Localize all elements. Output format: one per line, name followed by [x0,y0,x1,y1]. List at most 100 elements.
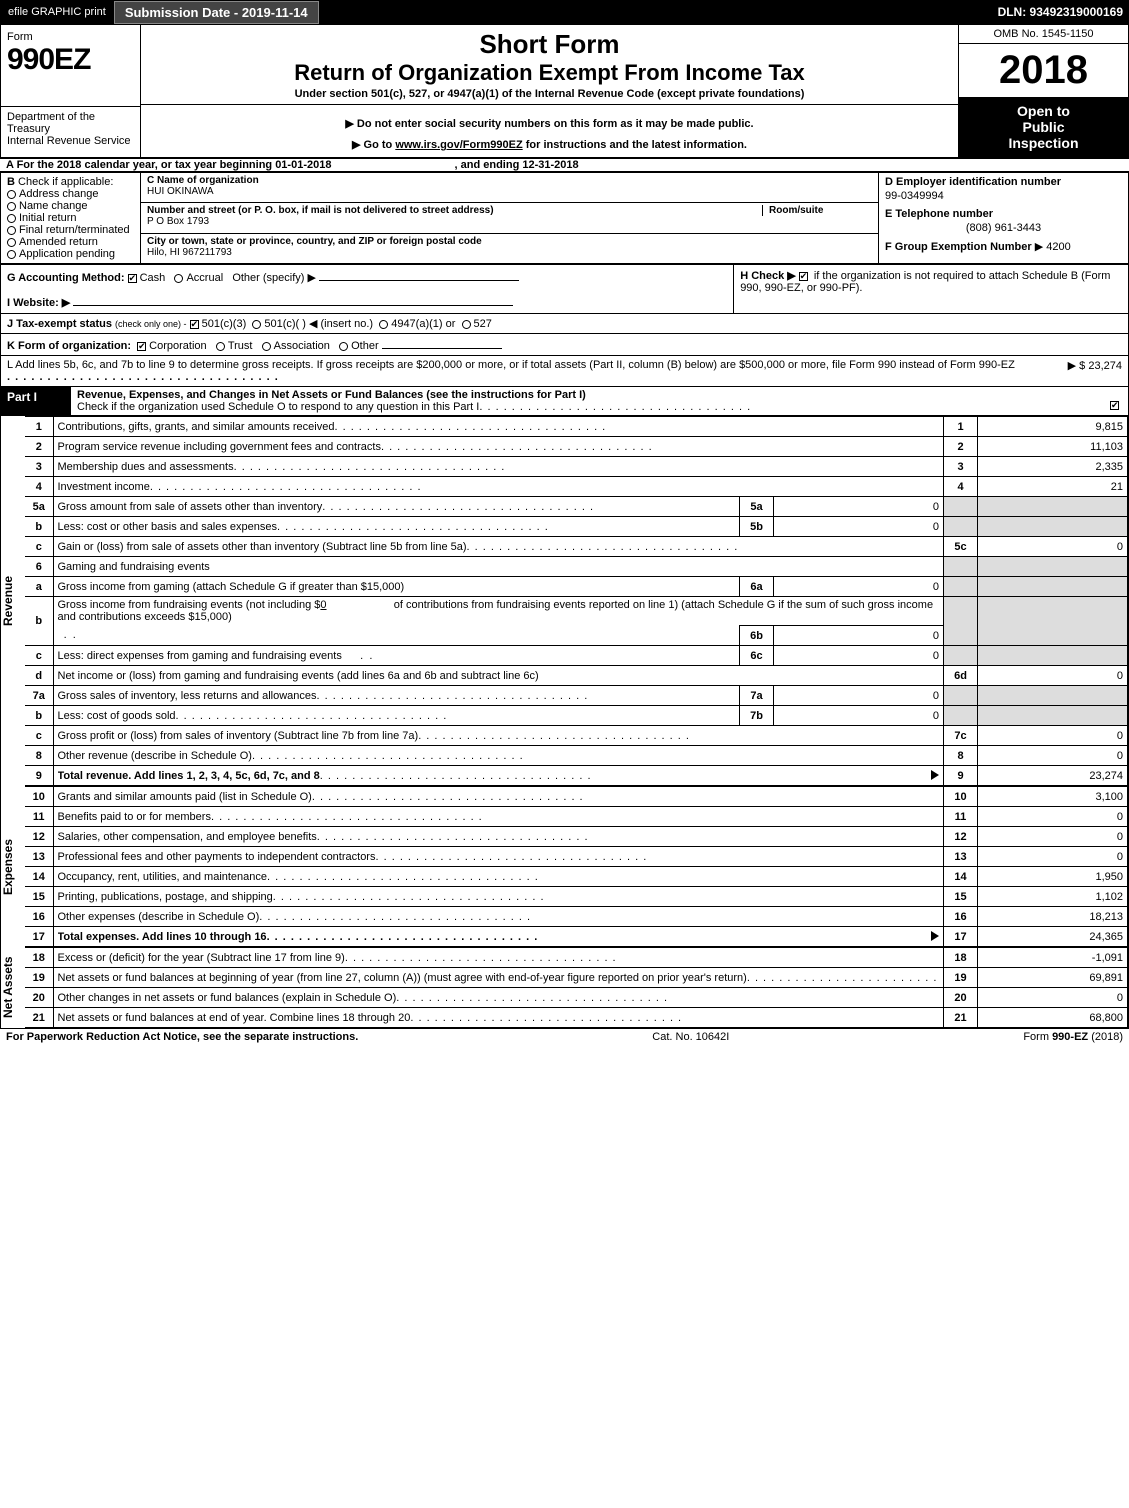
arrow-icon [931,770,939,780]
line19-val: 69,891 [978,968,1128,988]
line18-val: -1,091 [978,948,1128,968]
line9-val: 23,274 [978,766,1128,786]
return-title: Return of Organization Exempt From Incom… [149,60,950,86]
line6b-val: 0 [774,626,944,646]
footer-form: Form 990-EZ (2018) [1023,1031,1123,1043]
chk-other-org[interactable] [339,342,348,351]
footer: For Paperwork Reduction Act Notice, see … [0,1029,1129,1045]
chk-schedule-o[interactable] [1110,401,1119,410]
section-b: B Check if applicable: Address change Na… [1,173,141,264]
phone: (808) 961-3443 [885,222,1122,234]
chk-initial-return[interactable] [7,214,16,223]
notes-cell: ▶ Do not enter social security numbers o… [141,105,959,158]
line13-val: 0 [978,847,1128,867]
row-l: L Add lines 5b, 6c, and 7b to line 9 to … [0,356,1129,387]
chk-name-change[interactable] [7,202,16,211]
tax-year: 2018 [959,44,1128,97]
line10-val: 3,100 [978,787,1128,807]
chk-address-change[interactable] [7,190,16,199]
title-cell: Short Form Return of Organization Exempt… [141,25,959,105]
line15-val: 1,102 [978,887,1128,907]
top-bar: efile GRAPHIC print Submission Date - 20… [0,0,1129,24]
group-exemption: ▶ 4200 [1035,241,1071,253]
under-section: Under section 501(c), 527, or 4947(a)(1)… [149,88,950,100]
short-form-title: Short Form [149,29,950,60]
section-def: D Employer identification number 99-0349… [879,173,1129,264]
line5b-val: 0 [774,517,944,537]
note-instructions: ▶ Go to www.irs.gov/Form990EZ for instru… [149,138,950,151]
line6d-val: 0 [978,666,1128,686]
inspection-box: Open to Public Inspection [959,97,1128,157]
row-j: J Tax-exempt status (check only one) - 5… [0,314,1129,334]
line1-val: 9,815 [978,417,1128,437]
line6a-val: 0 [774,577,944,597]
line12-val: 0 [978,827,1128,847]
org-name-box: C Name of organization HUI OKINAWA [141,173,879,203]
form-number: 990EZ [7,43,134,77]
chk-final-return[interactable] [7,226,16,235]
chk-501c[interactable] [252,320,261,329]
chk-accrual[interactable] [174,274,183,283]
chk-527[interactable] [462,320,471,329]
form-number-cell: Form 990EZ [1,25,141,107]
line7b-val: 0 [774,706,944,726]
org-city-box: City or town, state or province, country… [141,233,879,263]
row-g: G Accounting Method: Cash Accrual Other … [1,265,734,314]
chk-corp[interactable] [137,342,146,351]
omb-number: OMB No. 1545-1150 [959,25,1128,44]
sidelabel-revenue: Revenue [1,416,25,786]
org-city: Hilo, HI 967211793 [147,247,872,258]
dept-treasury: Department of the Treasury [7,111,134,135]
line17-val: 24,365 [978,927,1128,947]
line6c-val: 0 [774,646,944,666]
line20-val: 0 [978,988,1128,1008]
footer-left: For Paperwork Reduction Act Notice, see … [6,1031,358,1043]
efile-label: efile GRAPHIC print [0,6,114,18]
line7a-val: 0 [774,686,944,706]
irs-link[interactable]: www.irs.gov/Form990EZ [395,139,522,151]
footer-cat: Cat. No. 10642I [652,1031,729,1043]
line5a-val: 0 [774,497,944,517]
line16-val: 18,213 [978,907,1128,927]
row-k: K Form of organization: Corporation Trus… [0,334,1129,356]
note-ssn: ▶ Do not enter social security numbers o… [149,117,950,130]
line7c-val: 0 [978,726,1128,746]
omb-cell: OMB No. 1545-1150 2018 Open to Public In… [959,25,1129,158]
sidelabel-expenses: Expenses [1,786,25,947]
line11-val: 0 [978,807,1128,827]
row-h: H Check ▶ if the organization is not req… [734,265,1129,314]
sidelabel-netassets: Net Assets [1,947,25,1028]
org-addr: P O Box 1793 [147,216,872,227]
chk-cash[interactable] [128,274,137,283]
line21-val: 68,800 [978,1008,1128,1028]
public: Public [963,119,1124,135]
inspection: Inspection [963,135,1124,151]
part1-label: Part I [1,387,71,415]
dept-irs: Internal Revenue Service [7,135,134,147]
chk-501c3[interactable] [190,320,199,329]
line2-val: 11,103 [978,437,1128,457]
line5c-val: 0 [978,537,1128,557]
org-addr-box: Number and street (or P. O. box, if mail… [141,203,879,233]
row-i-label: I Website: ▶ [7,297,70,309]
chk-h[interactable] [799,272,808,281]
part1-title: Revenue, Expenses, and Changes in Net As… [71,387,1128,415]
org-name: HUI OKINAWA [147,186,872,197]
line8-val: 0 [978,746,1128,766]
chk-trust[interactable] [216,342,225,351]
line14-val: 1,950 [978,867,1128,887]
chk-4947[interactable] [379,320,388,329]
line4-val: 21 [978,477,1128,497]
chk-amended[interactable] [7,238,16,247]
open-to: Open to [963,103,1124,119]
chk-assoc[interactable] [262,342,271,351]
gross-receipts: ▶ $ 23,274 [1058,359,1122,383]
dept-cell: Department of the Treasury Internal Reve… [1,107,141,158]
submission-date: Submission Date - 2019-11-14 [114,1,319,24]
period-row: A For the 2018 calendar year, or tax yea… [0,158,1129,172]
chk-app-pending[interactable] [7,250,16,259]
dln: DLN: 93492319000169 [998,5,1129,19]
form-word: Form [7,31,134,43]
arrow-icon [931,931,939,941]
line3-val: 2,335 [978,457,1128,477]
